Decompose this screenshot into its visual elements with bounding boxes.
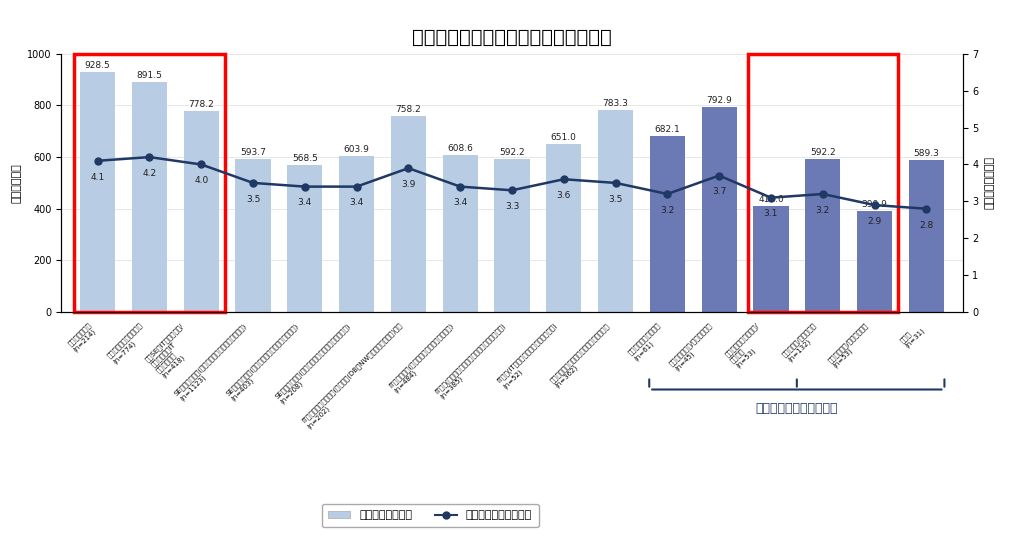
Title: 職種別の年収平均とスキル標準レベル: 職種別の年収平均とスキル標準レベル (412, 27, 612, 47)
Text: 3.5: 3.5 (608, 195, 623, 204)
Text: 3.9: 3.9 (401, 180, 416, 189)
Bar (495, 159, 529, 312)
Text: 4.2: 4.2 (142, 169, 157, 178)
Text: 411.0: 411.0 (758, 195, 783, 204)
Text: 592.2: 592.2 (810, 148, 836, 157)
Text: 390.9: 390.9 (861, 200, 888, 209)
Text: 3.2: 3.2 (660, 206, 675, 215)
Y-axis label: スキル標準レベル: スキル標準レベル (984, 157, 994, 209)
Text: 568.5: 568.5 (292, 154, 317, 163)
Text: 783.3: 783.3 (603, 98, 629, 108)
Bar (857, 211, 892, 312)
Legend: 年収平均（万円）, スキル標準レベル平均: 年収平均（万円）, スキル標準レベル平均 (322, 504, 539, 527)
Text: 603.9: 603.9 (344, 145, 370, 154)
Bar (546, 144, 582, 312)
Text: 593.7: 593.7 (240, 147, 266, 157)
Text: 891.5: 891.5 (136, 71, 163, 80)
Y-axis label: 年収（万円）: 年収（万円） (11, 163, 22, 203)
Bar (236, 159, 270, 312)
Bar (442, 155, 478, 312)
Text: 792.9: 792.9 (707, 96, 732, 105)
Bar (339, 156, 374, 312)
Text: 3.1: 3.1 (764, 209, 778, 218)
Text: 3.4: 3.4 (349, 199, 364, 208)
Text: 758.2: 758.2 (395, 105, 421, 114)
Text: 589.3: 589.3 (913, 149, 939, 158)
Text: 3.4: 3.4 (298, 199, 312, 208)
Text: 2.8: 2.8 (920, 221, 934, 230)
Bar (75, 54, 224, 312)
Bar (650, 136, 685, 312)
Text: 651.0: 651.0 (551, 133, 577, 142)
Bar (805, 159, 841, 312)
Text: 4.0: 4.0 (195, 176, 209, 185)
Bar (754, 206, 788, 312)
Bar (391, 116, 426, 312)
Text: 928.5: 928.5 (85, 61, 111, 70)
Bar (701, 107, 736, 312)
Text: 3.6: 3.6 (557, 191, 571, 200)
Text: 778.2: 778.2 (188, 100, 214, 109)
Text: 592.2: 592.2 (499, 148, 525, 157)
Text: 3.4: 3.4 (453, 199, 467, 208)
Bar (748, 54, 898, 312)
Bar (598, 110, 633, 312)
Text: 4.1: 4.1 (90, 173, 104, 182)
Bar (288, 165, 323, 312)
Bar (80, 72, 116, 312)
Text: 682.1: 682.1 (654, 125, 680, 134)
Text: 3.2: 3.2 (815, 206, 829, 215)
Bar (908, 160, 944, 312)
Text: 3.5: 3.5 (246, 195, 260, 204)
Text: 3.3: 3.3 (505, 202, 519, 211)
Bar (132, 82, 167, 312)
Bar (183, 111, 219, 312)
Text: インターネット関連企業: インターネット関連企業 (756, 402, 838, 415)
Text: 608.6: 608.6 (447, 144, 473, 153)
Text: 2.9: 2.9 (867, 217, 882, 226)
Text: 3.7: 3.7 (712, 187, 726, 196)
